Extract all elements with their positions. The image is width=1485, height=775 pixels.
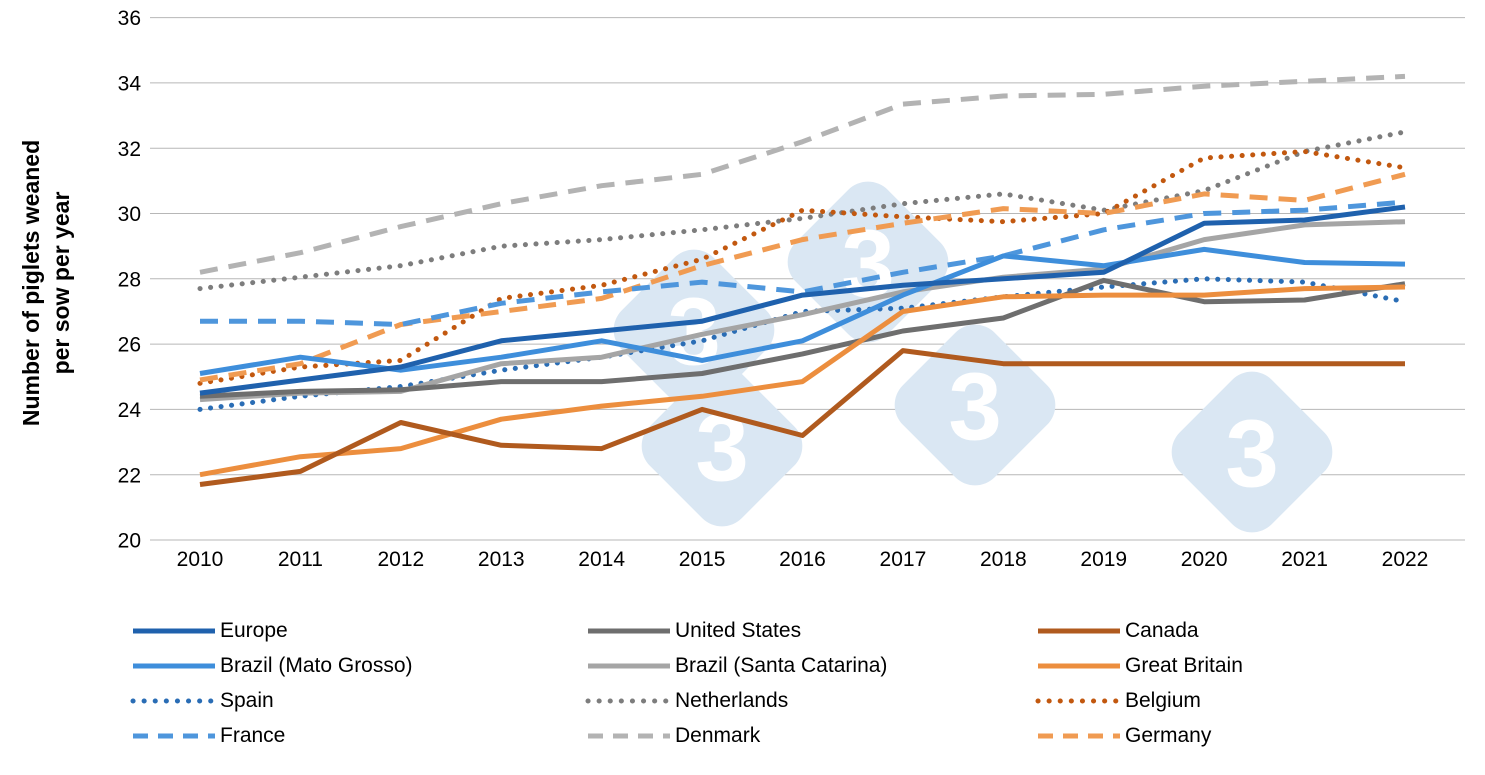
series-line-spain — [197, 276, 1408, 412]
x-tick-label-2019: 2019 — [1080, 548, 1127, 571]
series-line-belgium — [197, 149, 1408, 386]
series-line-germany — [199, 171, 1406, 383]
x-tick-label-2022: 2022 — [1382, 548, 1429, 571]
x-tick-label-2015: 2015 — [679, 548, 726, 571]
series-line-united-states — [199, 277, 1406, 399]
watermark-3-glyph: 3 — [948, 354, 1001, 461]
x-tick-label-2020: 2020 — [1181, 548, 1228, 571]
x-tick-label-2014: 2014 — [578, 548, 625, 571]
x-tick-label-2021: 2021 — [1281, 548, 1328, 571]
y-tick-label-24: 24 — [118, 399, 142, 422]
y-tick-label-36: 36 — [118, 7, 141, 30]
series-line-great-britain — [199, 284, 1406, 478]
y-tick-label-30: 30 — [118, 203, 141, 226]
x-tick-label-2012: 2012 — [377, 548, 424, 571]
y-tick-label-34: 34 — [118, 72, 142, 95]
series-line-brazil-mato-grosso — [199, 246, 1406, 376]
series-line-france — [200, 199, 1406, 327]
y-tick-label-22: 22 — [118, 464, 141, 487]
y-tick-label-28: 28 — [118, 268, 141, 291]
x-tick-label-2016: 2016 — [779, 548, 826, 571]
y-tick-label-26: 26 — [118, 334, 141, 357]
y-tick-label-20: 20 — [118, 530, 141, 553]
watermark-diamond: 3 — [894, 324, 1056, 486]
watermark-3-glyph: 3 — [1225, 401, 1278, 508]
y-tick-label-32: 32 — [118, 138, 141, 161]
series-line-europe — [199, 204, 1406, 396]
series-line-denmark — [199, 73, 1406, 275]
x-tick-label-2017: 2017 — [880, 548, 927, 571]
x-tick-label-2018: 2018 — [980, 548, 1027, 571]
series-line-canada — [199, 348, 1405, 487]
watermark-diamond: 3 — [1171, 371, 1333, 533]
x-tick-label-2013: 2013 — [478, 548, 525, 571]
series-line-netherlands — [197, 129, 1408, 292]
x-tick-label-2010: 2010 — [177, 548, 224, 571]
x-tick-label-2011: 2011 — [278, 548, 323, 571]
